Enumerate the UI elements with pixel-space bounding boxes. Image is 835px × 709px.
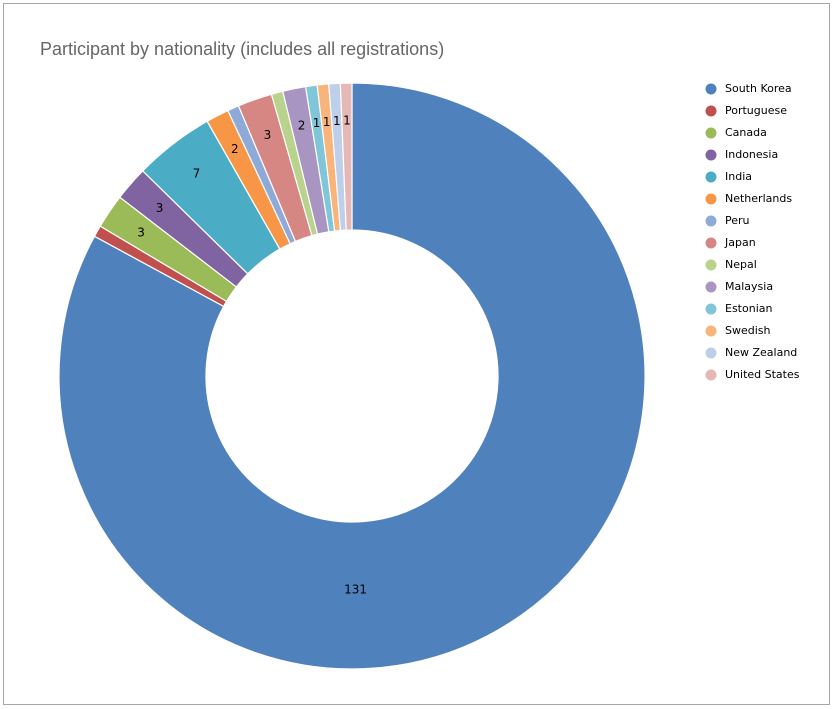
legend-marker-swedish	[705, 325, 717, 337]
data-label-south-korea: 131	[344, 582, 367, 596]
data-label-indonesia: 3	[156, 201, 164, 215]
legend-marker-peru	[705, 215, 717, 227]
data-label-new-zealand: 1	[333, 114, 341, 128]
legend-label-swedish: Swedish	[725, 324, 771, 337]
legend-marker-south-korea	[705, 83, 717, 95]
legend-label-nepal: Nepal	[725, 258, 757, 271]
legend-marker-japan	[705, 237, 717, 249]
donut-slices	[58, 82, 646, 670]
data-label-swedish: 1	[323, 115, 331, 129]
legend-marker-netherlands	[705, 193, 717, 205]
legend-label-japan: Japan	[724, 236, 756, 249]
slice-united-states	[339, 82, 353, 231]
legend-label-peru: Peru	[725, 214, 750, 227]
legend-marker-new-zealand	[705, 347, 717, 359]
legend-marker-india	[705, 171, 717, 183]
data-label-india: 7	[193, 166, 201, 180]
chart-title: Participant by nationality (includes all…	[40, 39, 445, 59]
legend-label-portuguese: Portuguese	[725, 104, 787, 117]
legend-marker-portuguese	[705, 105, 717, 117]
legend-label-canada: Canada	[725, 126, 767, 139]
legend-marker-estonian	[705, 303, 717, 315]
legend-label-indonesia: Indonesia	[725, 148, 778, 161]
legend-marker-malaysia	[705, 281, 717, 293]
data-label-canada: 3	[137, 225, 145, 239]
legend-label-netherlands: Netherlands	[725, 192, 792, 205]
legend-marker-nepal	[705, 259, 717, 271]
data-label-estonian: 1	[313, 116, 321, 130]
legend-label-estonian: Estonian	[725, 302, 772, 315]
data-label-japan: 3	[264, 128, 272, 142]
data-label-netherlands: 2	[231, 142, 239, 156]
data-label-united-states: 1	[343, 114, 351, 128]
legend-label-new-zealand: New Zealand	[725, 346, 797, 359]
legend-label-united-states: United States	[725, 368, 800, 381]
legend-marker-canada	[705, 127, 717, 139]
legend-label-india: India	[725, 170, 752, 183]
legend-marker-indonesia	[705, 149, 717, 161]
legend-marker-united-states	[705, 369, 717, 381]
data-label-malaysia: 2	[298, 119, 306, 133]
legend: South Korea Portuguese Canada Indonesia Indi…	[705, 82, 800, 381]
legend-label-malaysia: Malaysia	[725, 280, 773, 293]
legend-label-south-korea: South Korea	[725, 82, 792, 95]
slice-south-korea	[58, 82, 646, 670]
